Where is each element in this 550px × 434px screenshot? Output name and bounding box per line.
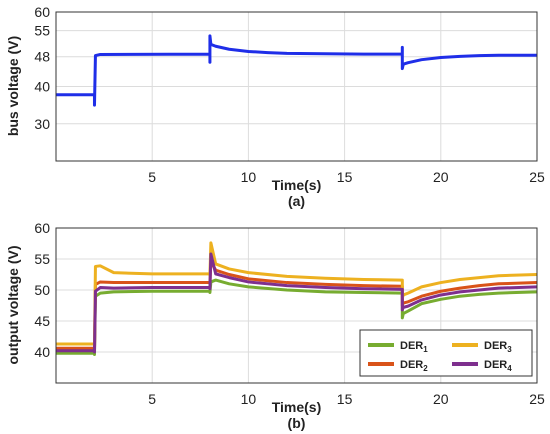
panel-label: (b) (288, 415, 306, 431)
legend-subscript: 3 (507, 345, 512, 354)
legend-label: DER1 (400, 340, 428, 354)
legend-box (359, 329, 533, 377)
y-tick-label: 48 (34, 49, 50, 65)
panel-label: (a) (288, 193, 305, 209)
legend-subscript: 4 (507, 364, 512, 373)
x-tick-label: 10 (241, 391, 257, 407)
legend-subscript: 2 (423, 364, 428, 373)
x-tick-label: 10 (241, 169, 257, 185)
y-axis-label: bus voltage (V) (5, 36, 21, 136)
y-tick-label: 30 (34, 116, 50, 132)
x-tick-label: 15 (337, 391, 353, 407)
x-tick-label: 25 (529, 169, 545, 185)
legend-label: DER3 (484, 340, 512, 354)
legend-item-der2: DER2 (368, 359, 428, 373)
plot-frame (55, 227, 538, 384)
x-tick-label: 15 (337, 169, 353, 185)
plot-frame (55, 11, 538, 162)
y-tick-label: 50 (34, 282, 50, 298)
x-tick-label: 5 (148, 169, 156, 185)
y-tick-label: 40 (34, 79, 50, 95)
x-tick-label: 20 (433, 391, 449, 407)
y-tick-label: 55 (34, 23, 50, 39)
series-line-4 (56, 252, 537, 354)
y-tick-label: 60 (34, 4, 50, 20)
series-line-1 (56, 278, 537, 356)
y-tick-label: 40 (34, 344, 50, 360)
series-line-2 (56, 259, 537, 352)
panel-b: 5 10 15 20 25 40 45 50 55 60 Time(s)(b) output volt… (5, 220, 545, 431)
legend-subscript: 1 (423, 345, 428, 354)
y-tick-label: 60 (34, 220, 50, 236)
x-tick-label: 25 (529, 391, 545, 407)
legend: DER1 DER2 DER3 DER4 (359, 329, 533, 377)
x-axis-label: Time(s) (272, 177, 322, 193)
x-tick-label: 5 (148, 391, 156, 407)
y-tick-label: 45 (34, 313, 50, 329)
panel-a: 5 10 15 20 25 30 40 48 55 60 Time(s)(a) bus voltage… (5, 4, 545, 209)
x-tick-label: 20 (433, 169, 449, 185)
legend-item-der1: DER1 (368, 340, 428, 354)
legend-item-der3: DER3 (452, 340, 512, 354)
y-axis-label: output voltage (V) (5, 246, 21, 365)
x-axis-label: Time(s) (272, 399, 322, 415)
legend-label: DER2 (400, 359, 428, 373)
legend-label: DER4 (484, 359, 512, 373)
series-line-1 (56, 34, 537, 107)
legend-item-der4: DER4 (452, 359, 512, 373)
series-line-3 (56, 241, 537, 347)
y-tick-label: 55 (34, 251, 50, 267)
